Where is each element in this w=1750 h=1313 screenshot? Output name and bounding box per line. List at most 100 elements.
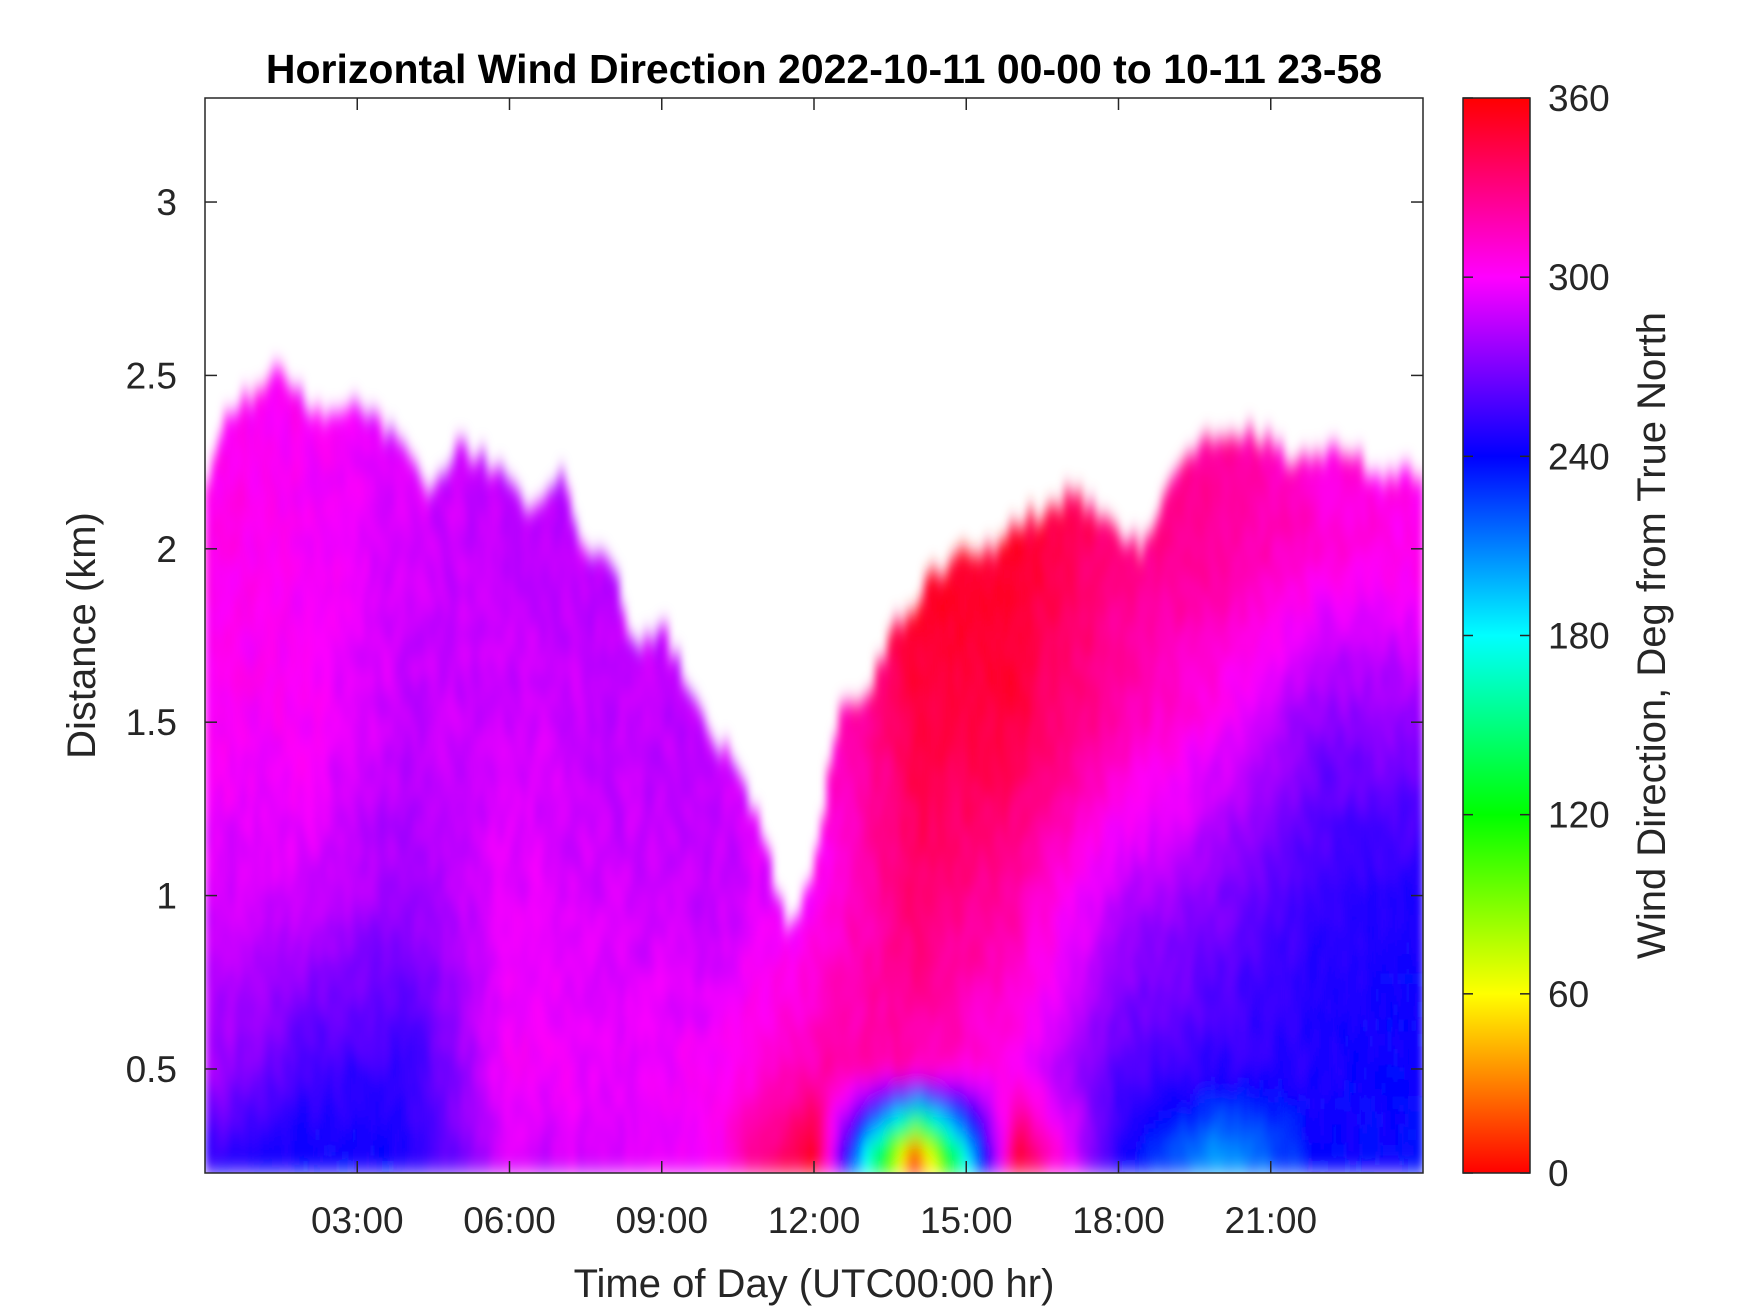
heatmap-cell (363, 954, 371, 971)
heatmap-cell (966, 720, 974, 737)
heatmap-cell (375, 1063, 383, 1081)
heatmap-cell (582, 1063, 590, 1081)
heatmap-cell (540, 580, 547, 597)
heatmap-cell (899, 736, 907, 753)
heatmap-cell (576, 720, 584, 737)
heatmap-cell (613, 1095, 620, 1112)
heatmap-cell (655, 1079, 663, 1096)
heatmap-cell (558, 954, 566, 971)
heatmap-cell (247, 439, 255, 456)
heatmap-cell (546, 798, 553, 815)
heatmap-cell (941, 1079, 949, 1096)
heatmap-cell (692, 970, 700, 987)
heatmap-cell (856, 1126, 864, 1143)
heatmap-cell (960, 736, 968, 753)
heatmap-cell (716, 782, 724, 800)
heatmap-cell (509, 642, 517, 659)
heatmap-cell (954, 970, 961, 987)
heatmap-cell (868, 938, 876, 956)
heatmap-cell (290, 424, 298, 441)
heatmap-cell (862, 736, 870, 753)
heatmap-cell (533, 1032, 541, 1049)
heatmap-cell (259, 486, 267, 503)
heatmap-cell (265, 798, 273, 815)
heatmap-cell (217, 533, 225, 550)
heatmap-cell (351, 782, 359, 800)
heatmap-cell (722, 814, 730, 831)
heatmap-cell (399, 1126, 407, 1143)
heatmap-cell (533, 1001, 541, 1018)
heatmap-cell (272, 704, 279, 722)
heatmap-cell (643, 1032, 651, 1049)
heatmap-cell (326, 470, 334, 488)
heatmap-cell (509, 564, 517, 581)
heatmap-cell (466, 548, 474, 566)
heatmap-cell (905, 798, 913, 815)
heatmap-cell (887, 751, 894, 769)
heatmap-cell (259, 1110, 267, 1127)
heatmap-cell (503, 564, 511, 581)
heatmap-cell (728, 938, 736, 956)
heatmap-cell (217, 1063, 225, 1081)
heatmap-cell (259, 548, 267, 566)
heatmap-cell (570, 564, 578, 581)
heatmap-cell (442, 1079, 450, 1096)
heatmap-cell (509, 580, 517, 597)
heatmap-cell (582, 1157, 590, 1173)
heatmap-cell (673, 985, 681, 1003)
heatmap-cell (253, 580, 261, 597)
heatmap-cell (460, 860, 468, 878)
heatmap-cell (844, 720, 852, 737)
heatmap-cell (430, 1110, 438, 1127)
heatmap-cell (454, 923, 462, 940)
heatmap-cell (826, 1141, 834, 1159)
heatmap-cell (552, 782, 559, 800)
heatmap-cell (339, 658, 346, 675)
heatmap-cell (948, 689, 955, 706)
heatmap-cell (406, 1095, 413, 1112)
heatmap-cell (570, 1126, 578, 1143)
heatmap-cell (393, 673, 401, 690)
heatmap-cell (673, 1001, 681, 1018)
heatmap-cell (424, 876, 432, 893)
heatmap-cell (716, 923, 724, 940)
heatmap-cell (631, 673, 639, 690)
heatmap-cell (637, 782, 645, 800)
heatmap-cell (491, 1032, 499, 1049)
heatmap-cell (600, 1095, 608, 1112)
heatmap-cell (759, 1157, 767, 1173)
heatmap-cell (326, 923, 334, 940)
heatmap-cell (399, 1048, 407, 1065)
heatmap-cell (954, 720, 961, 737)
heatmap-cell (521, 1017, 529, 1034)
heatmap-cell (290, 814, 298, 831)
heatmap-cell (357, 782, 365, 800)
heatmap-cell (527, 595, 535, 612)
heatmap-cell (923, 1079, 931, 1096)
heatmap-cell (935, 829, 943, 847)
heatmap-cell (485, 626, 492, 644)
heatmap-cell (948, 923, 955, 940)
heatmap-cell (552, 751, 559, 769)
heatmap-cell (229, 907, 237, 925)
heatmap-cell (339, 938, 346, 956)
heatmap-cell (345, 1110, 352, 1127)
heatmap-cell (740, 860, 748, 878)
heatmap-cell (375, 548, 383, 566)
heatmap-cell (600, 1157, 608, 1173)
heatmap-cell (527, 923, 535, 940)
heatmap-cell (265, 938, 273, 956)
heatmap-cell (716, 814, 724, 831)
heatmap-cell (686, 767, 693, 784)
heatmap-cell (259, 389, 267, 394)
heatmap-cell (765, 860, 773, 878)
heatmap-cell (339, 954, 346, 971)
heatmap-cell (223, 970, 231, 987)
heatmap-cell (929, 860, 937, 878)
heatmap-cell (466, 502, 474, 519)
heatmap-cell (363, 970, 371, 987)
heatmap-cell (856, 1079, 864, 1096)
heatmap-cell (753, 1141, 760, 1159)
heatmap-cell (284, 1126, 292, 1143)
heatmap-cell (637, 648, 645, 659)
